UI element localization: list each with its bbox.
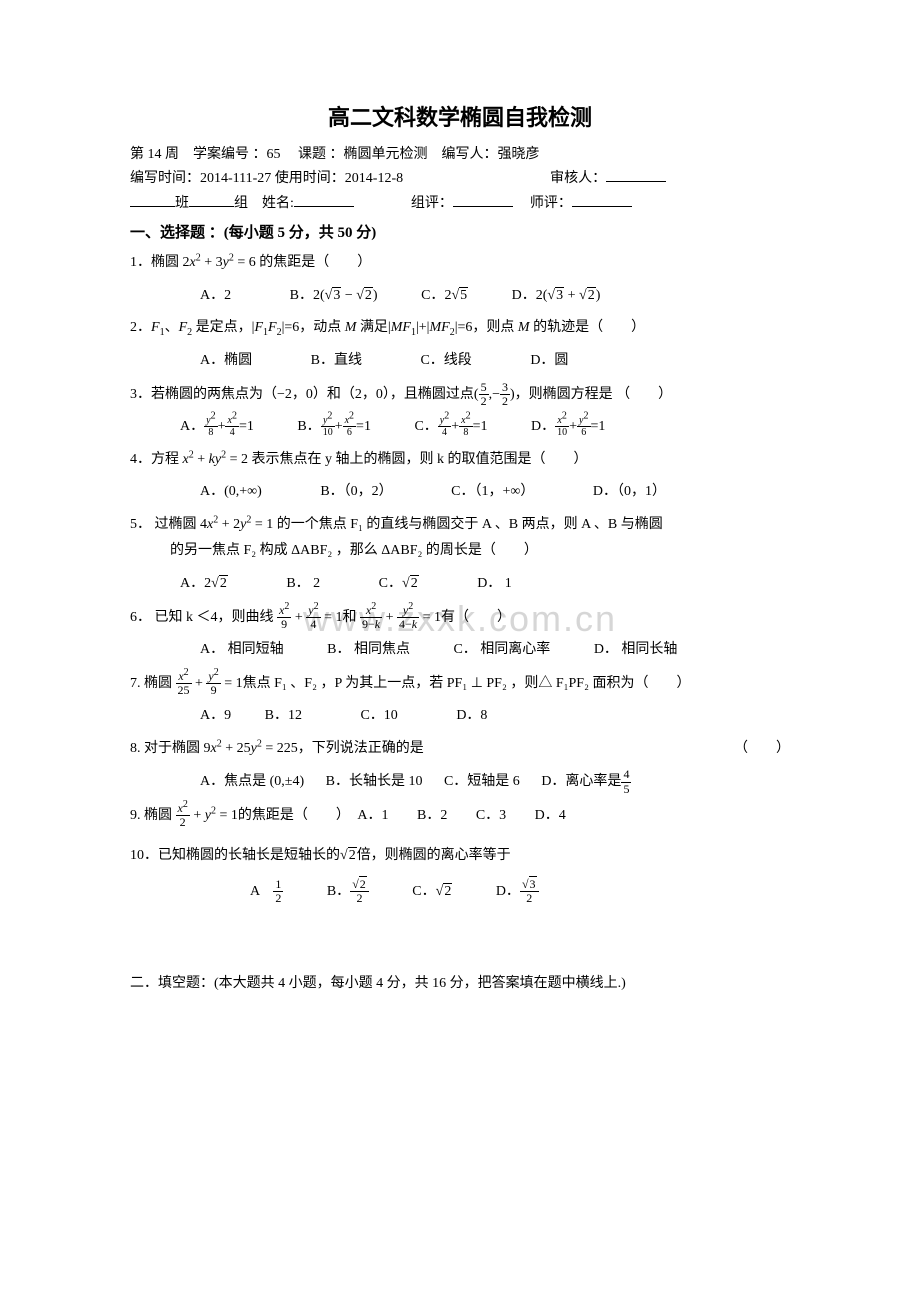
question-3: 3．若椭圆的两焦点为（−2，0）和（2，0），且椭圆过点(52,−32)，则椭圆… <box>130 381 790 409</box>
q9-opt-d: D．4 <box>535 803 566 830</box>
q10-opt-a: A 12 <box>250 878 283 906</box>
q8-options: A．焦点是 (0,±4) B．长轴长是 10 C．短轴是 6 D．离心率是45 <box>200 768 790 796</box>
q6-opt-a: A． 相同短轴 <box>200 637 284 664</box>
q2-options: A．椭圆 B．直线 C．线段 D．圆 <box>200 348 790 375</box>
q4-opt-d: D．（0，1） <box>593 479 666 506</box>
q5-stem-c: 的另一焦点 F₂ 构成 ΔABF₂ ，那么 ΔABF₂ 的周长是（ ） <box>170 538 790 565</box>
q5-opt-d: D． 1 <box>477 571 512 598</box>
q10-opt-b: B．22 <box>327 878 369 906</box>
section-1-heading: 一、选择题 ：(每小题 5 分，共 50 分) <box>130 221 790 242</box>
meta-line-3: 班 组 姓名: 组评： 师评： <box>130 193 790 215</box>
q3-opt-d: D．x210+y26=1 <box>531 414 605 441</box>
q3-opt-c: C．y24+x28=1 <box>414 414 487 441</box>
q3-stem-a: 3．若椭圆的两焦点为（−2，0）和（2，0），且椭圆过点 <box>130 386 474 401</box>
q8-opt-c: C．短轴是 6 <box>444 769 520 796</box>
question-10: 10．已知椭圆的长轴长是短轴长的2倍，则椭圆的离心率等于 <box>130 843 790 870</box>
class-label: 班 <box>175 196 189 211</box>
q10-stem-b: 倍，则椭圆的离心率等于 <box>357 848 511 863</box>
q5-options: A．22 B． 2 C．2 D． 1 <box>180 571 790 598</box>
q4-options: A．(0,+∞) B．（0，2） C．（1，+∞） D．（0，1） <box>200 479 790 506</box>
q5-stem-a: 5． 过椭圆 <box>130 517 200 532</box>
q8-opt-d: D．离心率是45 <box>541 768 631 796</box>
q7-options: A．9 B．12 C．10 D．8 <box>200 703 790 730</box>
q8-stem-b: ，下列说法正确的是 <box>298 741 424 756</box>
q2-opt-a: A．椭圆 <box>200 348 252 375</box>
meta-line-1: 第 14 周 学案编号 ：65 课题 ：椭圆单元检测 编写人：强晓彦 <box>130 144 790 166</box>
q2-opt-d: D．圆 <box>530 348 568 375</box>
q3-opt-b: B．y210+x26=1 <box>297 414 371 441</box>
q6-opt-d: D． 相同长轴 <box>594 637 678 664</box>
q6-stem-c: 有（ ） <box>441 610 511 625</box>
question-9: 9. 椭圆 x22 + y2 = 1的焦距是（ ） A．1 B．2 C．3 D．… <box>130 802 790 830</box>
q6-opt-b: B． 相同焦点 <box>327 637 410 664</box>
class-blank[interactable] <box>130 206 175 207</box>
q1-options: A．2 B．2(3 − 2) C．25 D．2(3 + 2) <box>200 283 790 310</box>
reviewer-label: 审核人： <box>550 171 606 186</box>
question-8: 8. 对于椭圆 9x2 + 25y2 = 225，下列说法正确的是 （ ） <box>130 736 790 763</box>
question-6: 6． 已知 k ＜4，则曲线 x29 + y24 = 1和 x29−k + y2… <box>130 604 790 632</box>
q8-stem-a: 8. 对于椭圆 <box>130 741 204 756</box>
q7-stem-b: 焦点 F₁ 、F₂ ，P 为其上一点，若 PF₁ ⊥ PF₂ ，则△ F₁PF₂… <box>243 676 691 691</box>
q10-options: A 12 B．22 C．2 D．32 <box>250 878 790 906</box>
q5-opt-a: A．22 <box>180 571 228 598</box>
q7-stem-a: 7. 椭圆 <box>130 676 172 691</box>
write-time: 编写时间：2014-111-27 使用时间：2014-12-8 <box>130 171 403 186</box>
q9-opt-c: C．3 <box>476 803 506 830</box>
q9-opt-b: B．2 <box>417 803 447 830</box>
q8-paren: （ ） <box>734 736 790 763</box>
q3-stem-b: ，则椭圆方程是 （ ） <box>515 386 673 401</box>
q5-stem-b: 的一个焦点 F₁ 的直线与椭圆交于 A 、B 两点，则 A 、B 与椭圆 <box>273 517 663 532</box>
q1-opt-a: A．2 <box>200 283 231 310</box>
q8-opt-b: B．长轴长是 10 <box>326 769 423 796</box>
question-7: 7. 椭圆 x225 + y29 = 1焦点 F₁ 、F₂ ，P 为其上一点，若… <box>130 670 790 698</box>
q1-stem-b: 的焦距是（ ） <box>256 255 372 270</box>
reviewer-blank[interactable] <box>606 181 666 182</box>
section-2-heading: 二．填空题：(本大题共 4 小题，每小题 4 分，共 16 分，把答案填在题中横… <box>130 971 790 998</box>
q7-opt-c: C．10 <box>360 703 397 730</box>
q9-stem-a: 9. 椭圆 <box>130 808 172 823</box>
q6-options: A． 相同短轴 B． 相同焦点 C． 相同离心率 D． 相同长轴 <box>200 637 790 664</box>
q9-opt-a: A．1 <box>357 803 388 830</box>
q4-stem-a: 4．方程 <box>130 452 183 467</box>
q6-opt-c: C． 相同离心率 <box>453 637 550 664</box>
q5-opt-b: B． 2 <box>286 571 320 598</box>
q1-opt-c: C．25 <box>421 283 468 310</box>
page-title: 高二文科数学椭圆自我检测 <box>130 100 790 132</box>
q7-opt-a: A．9 <box>200 703 231 730</box>
q6-stem-a: 6． 已知 k ＜4，则曲线 <box>130 610 274 625</box>
q4-opt-a: A．(0,+∞) <box>200 479 262 506</box>
teacher-eval-label: 师评： <box>530 196 572 211</box>
q2-opt-c: C．线段 <box>420 348 471 375</box>
group-name-label: 组 姓名: <box>234 196 294 211</box>
meta-line-2: 编写时间：2014-111-27 使用时间：2014-12-8 审核人： <box>130 168 790 190</box>
q6-stem-b: 和 <box>342 610 356 625</box>
q3-options: A．y28+x24=1 B．y210+x26=1 C．y24+x28=1 D．x… <box>180 414 790 441</box>
q4-opt-c: C．（1，+∞） <box>451 479 534 506</box>
q3-opt-a: A．y28+x24=1 <box>180 414 254 441</box>
group-blank[interactable] <box>189 206 234 207</box>
group-eval-label: 组评： <box>411 196 453 211</box>
q7-opt-d: D．8 <box>456 703 487 730</box>
q7-opt-b: B．12 <box>265 703 302 730</box>
q4-stem-b: 表示焦点在 y 轴上的椭圆，则 k 的取值范围是（ ） <box>248 452 588 467</box>
group-eval-blank[interactable] <box>453 206 513 207</box>
q2-opt-b: B．直线 <box>311 348 362 375</box>
question-1: 1．椭圆 2x2 + 3y2 = 6 的焦距是（ ） <box>130 250 790 277</box>
q10-opt-d: D．32 <box>496 878 539 906</box>
q10-stem-a: 10．已知椭圆的长轴长是短轴长的 <box>130 848 340 863</box>
name-blank[interactable] <box>294 206 354 207</box>
question-5: 5． 过椭圆 4x2 + 2y2 = 1 的一个焦点 F₁ 的直线与椭圆交于 A… <box>130 512 790 565</box>
q9-stem-b: 的焦距是（ ） <box>238 808 350 823</box>
q5-opt-c: C．2 <box>379 571 419 598</box>
q1-opt-b: B．2(3 − 2) <box>290 283 378 310</box>
q1-opt-d: D．2(3 + 2) <box>512 283 601 310</box>
q1-stem-a: 1．椭圆 <box>130 255 183 270</box>
question-4: 4．方程 x2 + ky2 = 2 表示焦点在 y 轴上的椭圆，则 k 的取值范… <box>130 447 790 474</box>
q10-opt-c: C．2 <box>412 879 452 906</box>
teacher-eval-blank[interactable] <box>572 206 632 207</box>
q4-opt-b: B．（0，2） <box>320 479 392 506</box>
q8-opt-a: A．焦点是 (0,±4) <box>200 769 304 796</box>
question-2: 2．F1、F2 是定点，|F1F2|=6，动点 M 满足|MF1|+|MF2|=… <box>130 315 790 342</box>
